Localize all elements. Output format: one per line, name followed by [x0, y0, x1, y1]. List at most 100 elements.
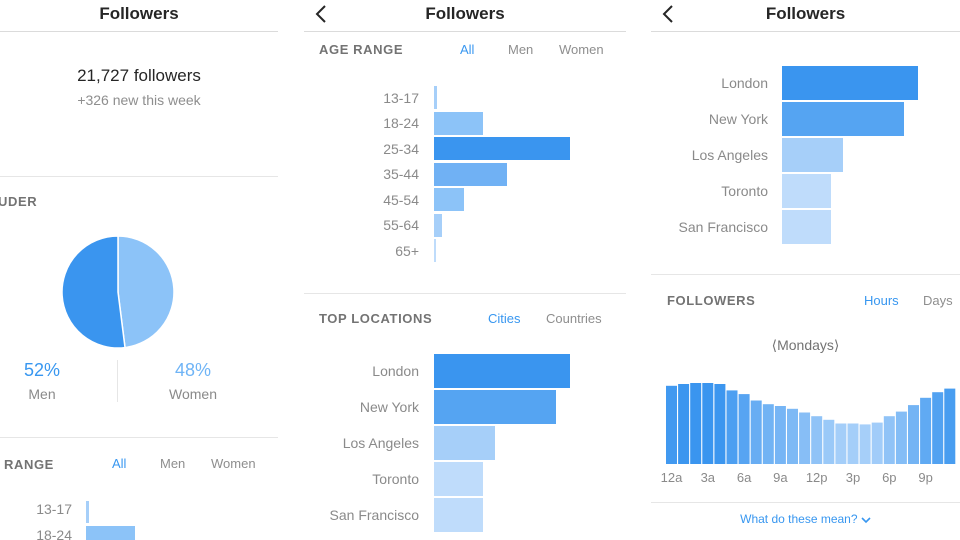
age-label-55-64: 55-64	[383, 217, 419, 233]
location-label-london: London	[721, 75, 768, 91]
location-bar-toronto	[782, 174, 831, 208]
hour-bar	[787, 408, 798, 464]
followers-panel-overview: Followers 21,727 followers +326 new this…	[0, 0, 278, 540]
page-title: Followers	[425, 4, 505, 23]
filter-cities[interactable]: Cities	[488, 311, 521, 326]
age-range-section-title: AGE RANGE	[319, 42, 404, 57]
day-selector[interactable]: ⟨Mondays⟩	[771, 337, 840, 353]
follower-count: 21,727 followers	[77, 66, 201, 85]
age-label-25-34: 25-34	[383, 140, 419, 157]
location-label-toronto: Toronto	[372, 471, 419, 487]
location-bar-los-angeles	[782, 138, 844, 172]
followers-section-title: FOLLOWERS	[667, 293, 756, 308]
age-label-13-17: 13-17	[36, 501, 72, 517]
hour-bar	[932, 392, 944, 464]
age-bar-18-24	[86, 526, 135, 540]
chevron-left-icon	[662, 5, 673, 23]
back-button[interactable]	[661, 4, 683, 24]
hour-bar	[714, 384, 726, 464]
hour-bar	[774, 406, 786, 464]
help-link-label: What do these mean?	[740, 512, 858, 526]
divider	[117, 360, 118, 402]
location-label-london: London	[372, 363, 419, 379]
filter-all[interactable]: All	[112, 456, 127, 471]
hour-bar	[908, 405, 919, 464]
location-label-los-angeles: Los Angeles	[691, 147, 768, 163]
age-bar-13-17	[86, 501, 89, 523]
age-bar-13-17	[434, 86, 437, 109]
hour-bar	[920, 397, 932, 464]
age-label-18-24: 18-24	[36, 527, 72, 540]
filter-hours[interactable]: Hours	[864, 293, 899, 308]
chevron-down-icon	[861, 517, 871, 523]
location-bar-new-york	[782, 102, 905, 136]
age-bar-45-54	[434, 188, 464, 211]
hour-bar	[811, 416, 823, 464]
hour-bar	[835, 423, 847, 464]
location-label-new-york: New York	[708, 111, 768, 127]
men-percentage: 52%	[23, 360, 61, 380]
location-label-new-york: New York	[359, 399, 419, 415]
location-bar-toronto	[434, 462, 483, 496]
location-bar-san-francisco	[434, 498, 483, 532]
filter-all[interactable]: All	[460, 42, 475, 57]
age-bar-35-44	[434, 162, 508, 186]
help-link[interactable]: What do these mean?	[651, 512, 960, 526]
age-label-65-: 65+	[395, 242, 419, 259]
location-bar-london	[782, 66, 918, 100]
age-label-18-24: 18-24	[383, 115, 419, 131]
location-label-san-francisco: San Francisco	[678, 219, 768, 235]
pie-slice-men	[61, 235, 126, 349]
women-label: Women	[169, 386, 217, 402]
filter-days[interactable]: Days	[923, 293, 953, 308]
hour-bar	[750, 400, 762, 464]
filter-women[interactable]: Women	[559, 42, 604, 57]
filter-men[interactable]: Men	[508, 42, 534, 57]
divider	[651, 502, 960, 503]
women-percentage: 48%	[174, 360, 212, 380]
hour-tick-label: 12a	[660, 470, 683, 485]
hour-tick-label: 6p	[882, 470, 897, 485]
gender-section-title: UDER	[0, 194, 38, 209]
age-label-35-44: 35-44	[383, 166, 419, 182]
followers-panel-demographics: Followers AGE RANGE All Men Women 13-17 1…	[304, 0, 626, 540]
back-button[interactable]	[314, 4, 336, 24]
divider	[651, 274, 960, 275]
filter-men[interactable]: Men	[160, 456, 186, 471]
filter-countries[interactable]: Countries	[546, 311, 602, 326]
hour-bar	[762, 404, 774, 464]
page-title: Followers	[99, 4, 179, 23]
followers-panel-activity: London New York Los Angeles Toronto San Fran…	[651, 0, 960, 540]
hour-tick-label: 12p	[805, 470, 828, 485]
location-bar-san-francisco	[782, 210, 831, 244]
hour-tick-label: 3a	[700, 470, 716, 485]
hour-tick-label: 3p	[845, 470, 861, 485]
hour-bar	[883, 416, 895, 464]
hour-tick-label: 9a	[773, 470, 788, 485]
hour-tick-label: 9p	[918, 470, 933, 485]
location-label-san-francisco: San Francisco	[329, 507, 419, 523]
location-bar-los-angeles	[434, 426, 496, 460]
new-followers-count: +326 new this week	[77, 92, 201, 108]
hour-bar	[702, 383, 714, 464]
age-label-45-54: 45-54	[383, 191, 419, 208]
hour-bar	[799, 412, 811, 464]
hour-bar	[666, 385, 677, 464]
header: Followers	[304, 0, 626, 32]
page-title: Followers	[765, 4, 846, 23]
divider	[304, 293, 626, 294]
location-bar-london	[434, 354, 570, 388]
hour-bar	[823, 419, 835, 464]
hour-bar	[738, 394, 750, 464]
men-label: Men	[28, 386, 56, 402]
divider	[0, 437, 278, 438]
filter-women[interactable]: Women	[211, 456, 256, 471]
hour-bar	[690, 383, 702, 464]
hour-bar	[895, 411, 907, 464]
hour-bar	[726, 390, 738, 464]
location-label-toronto: Toronto	[721, 183, 768, 199]
age-bar-25-34	[434, 137, 570, 160]
age-bar-55-64	[434, 213, 443, 237]
gender-pie-chart	[61, 235, 175, 349]
hour-bar	[944, 388, 956, 464]
